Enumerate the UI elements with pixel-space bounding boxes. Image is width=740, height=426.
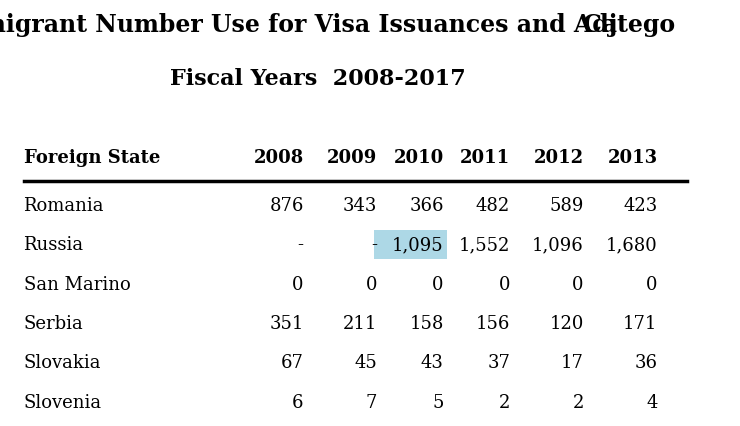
- Text: 211: 211: [343, 315, 377, 333]
- Text: Fiscal Years  2008-2017: Fiscal Years 2008-2017: [170, 68, 466, 90]
- Text: 0: 0: [432, 276, 444, 294]
- Text: 2009: 2009: [327, 149, 377, 167]
- Text: 43: 43: [421, 354, 444, 372]
- Text: Slovakia: Slovakia: [24, 354, 101, 372]
- Text: 2: 2: [573, 394, 584, 412]
- Text: 0: 0: [499, 276, 510, 294]
- Text: 0: 0: [366, 276, 377, 294]
- Text: 0: 0: [292, 276, 303, 294]
- Text: Foreign State: Foreign State: [24, 149, 160, 167]
- Text: Russia: Russia: [24, 236, 84, 254]
- Text: 2010: 2010: [394, 149, 444, 167]
- Text: -: -: [297, 236, 303, 254]
- Text: 171: 171: [623, 315, 658, 333]
- Text: Serbia: Serbia: [24, 315, 84, 333]
- Text: 156: 156: [476, 315, 510, 333]
- Text: 2011: 2011: [460, 149, 510, 167]
- Text: 17: 17: [561, 354, 584, 372]
- Text: San Marino: San Marino: [24, 276, 130, 294]
- Text: 120: 120: [549, 315, 584, 333]
- Text: Catego: Catego: [583, 13, 675, 37]
- Text: Romania: Romania: [24, 197, 104, 215]
- Text: 482: 482: [476, 197, 510, 215]
- Text: 37: 37: [487, 354, 510, 372]
- Text: 1,680: 1,680: [606, 236, 658, 254]
- Text: 423: 423: [623, 197, 658, 215]
- Text: 2012: 2012: [534, 149, 584, 167]
- Text: 876: 876: [269, 197, 303, 215]
- Text: 4: 4: [646, 394, 658, 412]
- Text: 366: 366: [409, 197, 444, 215]
- Text: 2013: 2013: [608, 149, 658, 167]
- Text: 0: 0: [646, 276, 658, 294]
- Text: 67: 67: [280, 354, 303, 372]
- Text: 7: 7: [366, 394, 377, 412]
- Text: 589: 589: [549, 197, 584, 215]
- Text: 5: 5: [432, 394, 444, 412]
- Text: 1,095: 1,095: [392, 236, 444, 254]
- Text: 2: 2: [499, 394, 510, 412]
- Text: Immigrant Number Use for Visa Issuances and Adj: Immigrant Number Use for Visa Issuances …: [0, 13, 617, 37]
- Text: 0: 0: [572, 276, 584, 294]
- Text: 6: 6: [292, 394, 303, 412]
- FancyBboxPatch shape: [374, 230, 448, 259]
- Text: 1,096: 1,096: [532, 236, 584, 254]
- Text: 1,552: 1,552: [459, 236, 510, 254]
- Text: 158: 158: [409, 315, 444, 333]
- Text: 45: 45: [354, 354, 377, 372]
- Text: Slovenia: Slovenia: [24, 394, 101, 412]
- Text: 2008: 2008: [253, 149, 303, 167]
- Text: 343: 343: [343, 197, 377, 215]
- Text: 36: 36: [634, 354, 658, 372]
- Text: 351: 351: [269, 315, 303, 333]
- Text: -: -: [371, 236, 377, 254]
